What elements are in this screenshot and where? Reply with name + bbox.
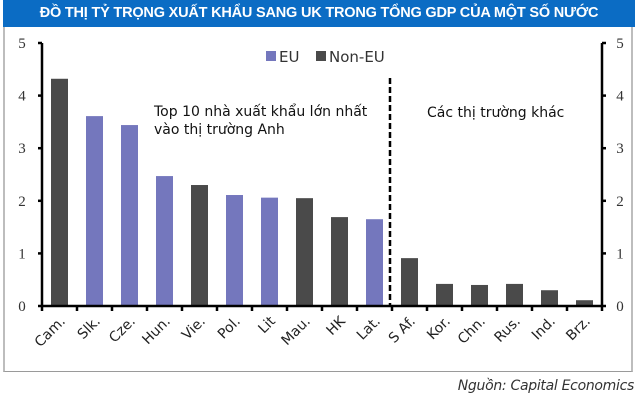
y-tick-label-left: 4 <box>18 89 26 105</box>
x-tick-label: Brz. <box>563 314 594 345</box>
y-tick-label-right: 5 <box>616 36 624 52</box>
x-tick-label: Cze. <box>106 314 139 347</box>
bar-lit <box>261 197 278 306</box>
bar-hun <box>156 176 173 306</box>
bar-lat <box>366 219 383 306</box>
bar-pol <box>226 195 243 306</box>
bar-cze <box>121 125 138 306</box>
x-tick-label: Pol. <box>215 314 244 343</box>
x-tick-label: Hun. <box>139 314 173 348</box>
x-tick-label: HK <box>324 313 350 339</box>
x-tick-label: Mau. <box>278 314 313 349</box>
legend-eu-swatch <box>266 51 276 61</box>
right-y-axis: 0 1 2 3 4 5 <box>600 36 624 315</box>
y-tick-label-right: 1 <box>616 246 624 262</box>
bar-kor <box>436 283 453 306</box>
x-tick-label: Vie. <box>179 314 209 344</box>
bar-brz <box>576 300 593 306</box>
legend-non-eu-swatch <box>316 51 326 61</box>
bar-rus <box>506 283 523 306</box>
bar-hk <box>331 217 348 306</box>
annotation-top10-line2: vào thị trường Anh <box>154 122 285 138</box>
x-tick-label: S Af. <box>386 314 419 347</box>
bar-chn <box>471 284 488 306</box>
y-tick-label-left: 0 <box>18 299 26 315</box>
bar-slk <box>86 116 103 306</box>
y-tick-label-right: 2 <box>616 194 624 210</box>
y-tick-label-left: 5 <box>18 36 26 52</box>
annotation-top10-line1: Top 10 nhà xuất khẩu lớn nhất <box>153 103 368 120</box>
chart-frame <box>3 27 633 372</box>
y-tick-label-left: 2 <box>18 194 26 210</box>
bars <box>51 78 593 306</box>
y-tick-label-left: 3 <box>18 141 26 157</box>
x-tick-label: Rus. <box>492 314 524 346</box>
bar-ind <box>541 290 558 306</box>
chart-title: ĐỒ THỊ TỶ TRỌNG XUẤT KHẨU SANG UK TRONG … <box>3 0 635 27</box>
bar-saf <box>401 258 418 306</box>
bar-mau <box>296 198 313 306</box>
annotation-others: Các thị trường khác <box>427 105 564 121</box>
x-tick-label: Chn. <box>455 314 489 348</box>
x-tick-label: Lit <box>255 313 279 337</box>
x-tick-label: Kor. <box>424 314 454 344</box>
legend-eu-label: EU <box>279 48 299 66</box>
x-tick-label: Cam. <box>32 314 69 351</box>
x-tick-label: Lat. <box>354 314 384 344</box>
y-tick-label-right: 0 <box>616 299 624 315</box>
source-note: Nguồn: Capital Economics <box>457 378 635 394</box>
left-y-axis: 0 1 2 3 4 5 <box>18 36 44 315</box>
y-tick-label-right: 4 <box>616 89 624 105</box>
x-tick-label: Slk. <box>75 314 104 343</box>
legend: EU Non-EU <box>266 48 385 66</box>
y-tick-label-right: 3 <box>616 141 624 157</box>
y-tick-label-left: 1 <box>18 246 26 262</box>
bar-cam <box>51 78 68 306</box>
x-axis: Cam. Slk. Cze. Hun. Vie. Pol. Lit Mau. HK Lat. S A… <box>32 304 604 351</box>
bar-vie <box>191 185 208 306</box>
legend-non-eu-label: Non-EU <box>329 48 385 66</box>
x-tick-label: Ind. <box>529 314 559 344</box>
